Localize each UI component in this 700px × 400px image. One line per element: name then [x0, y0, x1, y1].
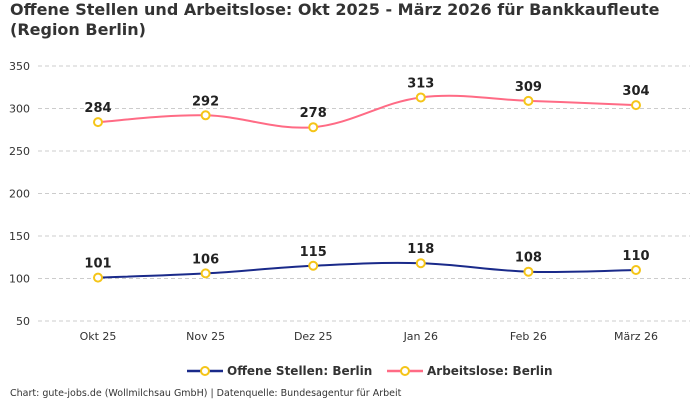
data-point [93, 272, 103, 283]
data-point [200, 268, 211, 279]
data-label: 108 [515, 251, 542, 266]
series-line-1 [97, 261, 637, 279]
y-tick-label: 150 [9, 230, 30, 243]
data-label: 313 [407, 76, 434, 91]
x-tick-label: Nov 25 [186, 330, 225, 343]
x-tick-label: Okt 25 [80, 330, 117, 343]
data-point [523, 95, 534, 106]
data-point [631, 265, 641, 275]
y-tick-label: 350 [9, 60, 30, 73]
data-point [93, 117, 103, 128]
data-point [308, 122, 319, 133]
legend-entry: Offene Stellen: Berlin [227, 364, 372, 378]
data-label: 115 [300, 245, 327, 260]
x-tick-label: März 26 [614, 330, 658, 343]
data-label: 284 [84, 101, 111, 116]
data-point [523, 266, 534, 277]
data-point [631, 100, 641, 111]
data-label: 304 [622, 84, 649, 99]
y-tick-label: 200 [9, 188, 30, 201]
y-tick-label: 250 [9, 145, 30, 158]
data-point [200, 110, 211, 121]
data-label: 101 [84, 257, 111, 272]
data-point [415, 258, 426, 269]
chart-credit: Chart: gute-jobs.de (Wollmilchsau GmbH) … [10, 388, 402, 399]
data-label: 292 [192, 94, 219, 109]
x-tick-label: Feb 26 [510, 330, 547, 343]
y-tick-label: 100 [9, 273, 30, 286]
legend-marker [400, 366, 410, 376]
data-point [308, 260, 319, 271]
x-tick-label: Jan 26 [403, 330, 438, 343]
data-point [415, 92, 426, 103]
x-tick-label: Dez 25 [294, 330, 333, 343]
y-tick-label: 50 [16, 315, 30, 328]
data-label: 309 [515, 80, 542, 95]
y-tick-label: 300 [9, 103, 30, 116]
data-label: 278 [300, 106, 327, 121]
data-label: 110 [622, 249, 649, 264]
series-line-2 [97, 94, 637, 129]
data-label: 118 [407, 242, 434, 257]
data-label: 106 [192, 252, 219, 267]
legend-marker [200, 366, 210, 376]
legend-entry: Arbeitslose: Berlin [427, 364, 553, 378]
chart-title: Offene Stellen und Arbeitslose: Okt 2025… [10, 0, 660, 39]
